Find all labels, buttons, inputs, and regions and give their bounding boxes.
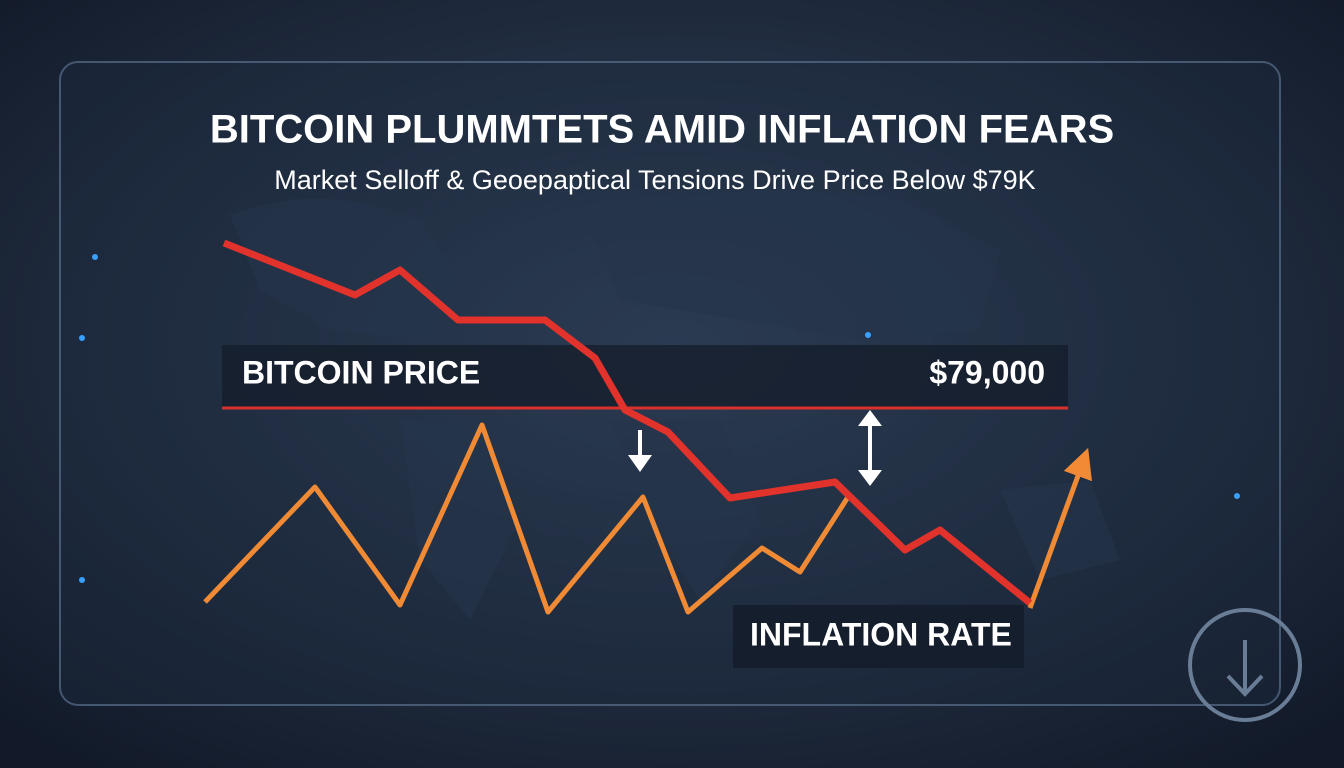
down-icon — [1188, 608, 1302, 722]
inflation-line-up — [1027, 447, 1092, 609]
subtitle: Market Selloff & Geoepaptical Tensions D… — [274, 165, 1035, 195]
inflation-line — [203, 422, 851, 615]
bitcoin-price-label: BITCOIN PRICE — [242, 354, 480, 390]
glow-dots — [79, 254, 1240, 583]
world-map — [230, 190, 1120, 620]
arrows — [628, 410, 882, 486]
inflation-band — [733, 605, 1024, 668]
price-value: $79,000 — [929, 354, 1045, 390]
price-band — [222, 345, 1068, 408]
bitcoin-line — [222, 239, 1033, 606]
title: BITCOIN PLUMMTETS AMID INFLATION FEARS — [210, 108, 1114, 152]
inflation-rate-label: INFLATION RATE — [750, 616, 1012, 652]
